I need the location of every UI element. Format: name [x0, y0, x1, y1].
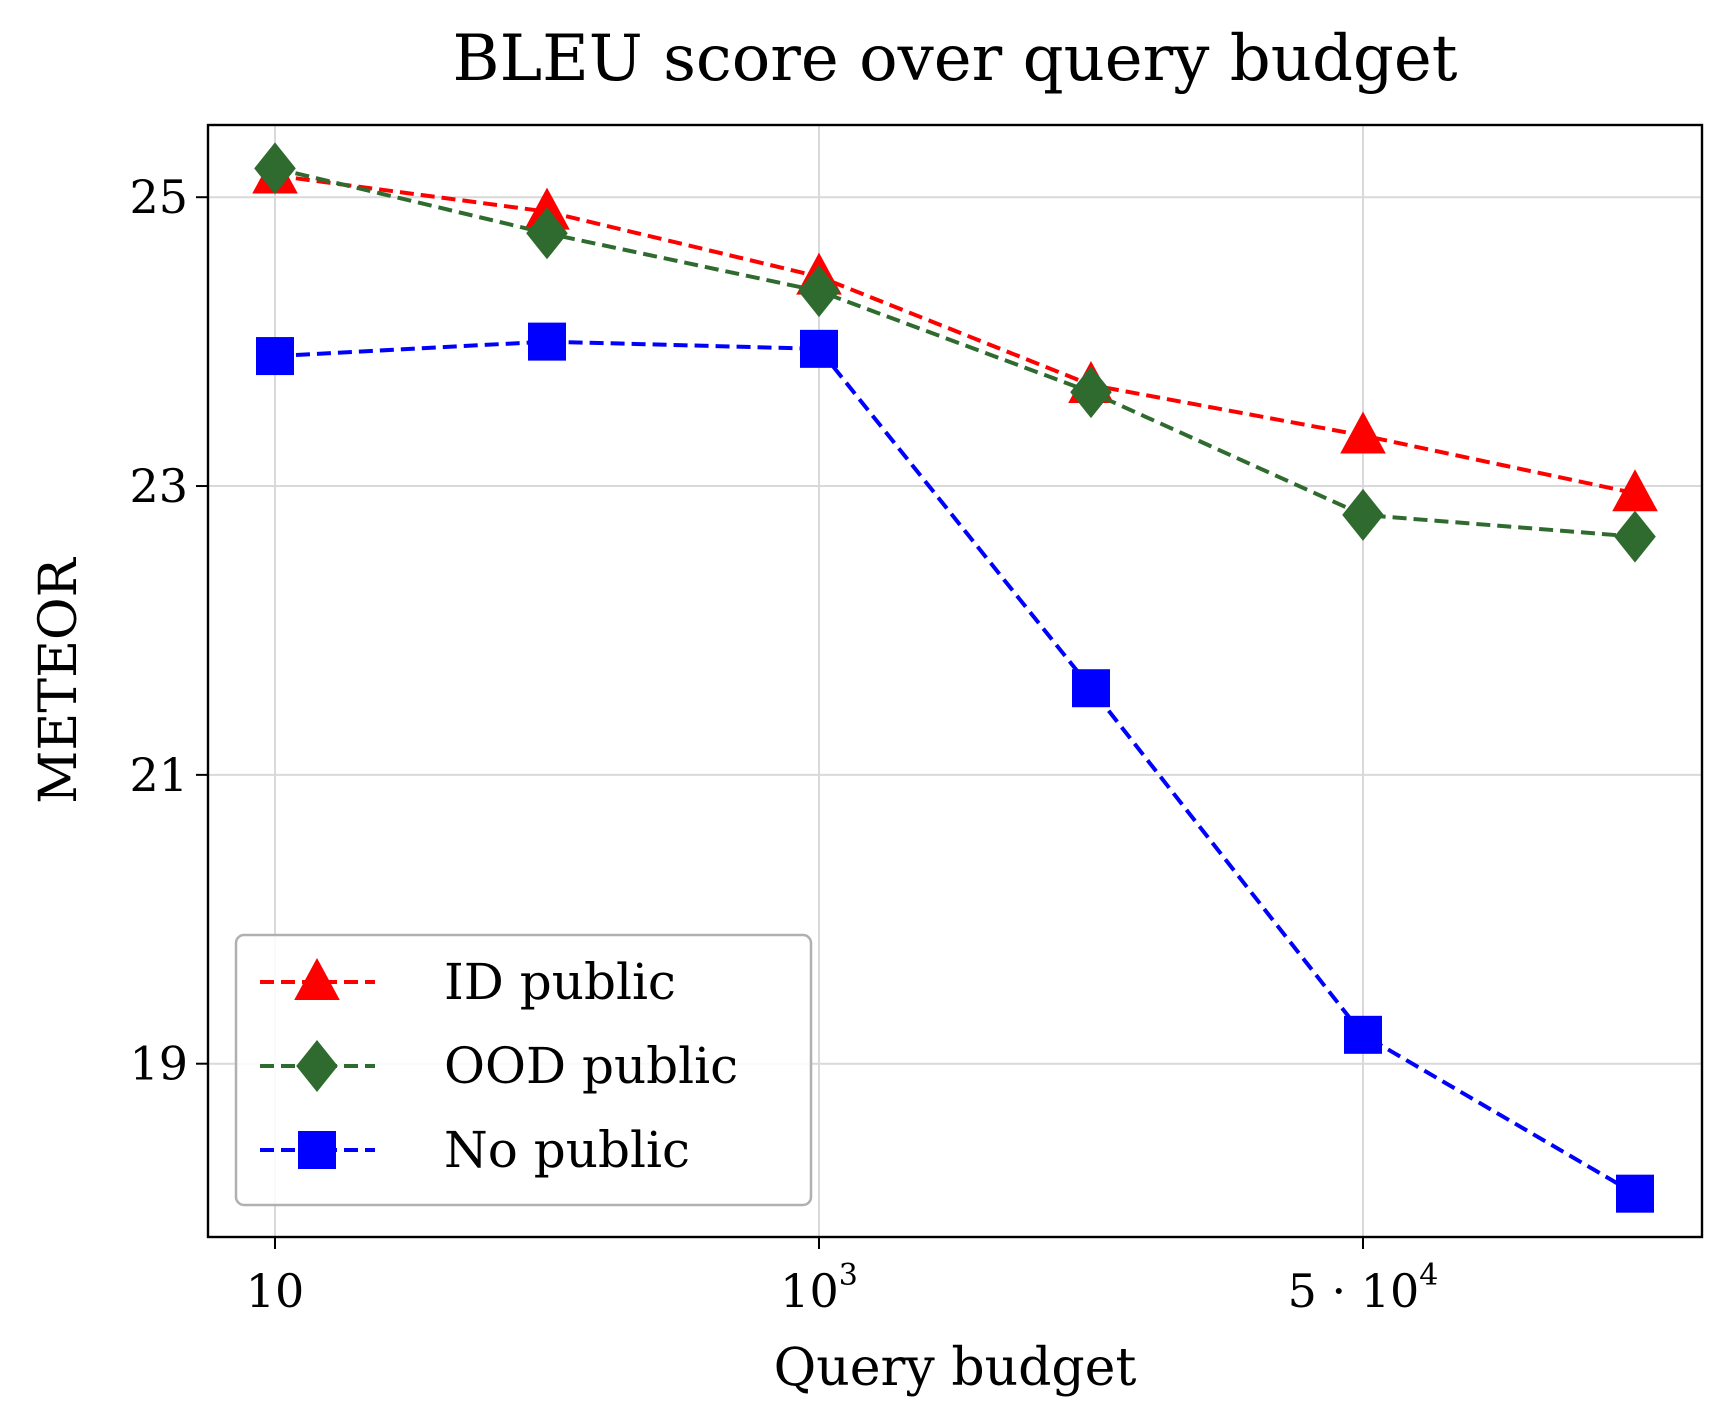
- legend-label: OOD public: [444, 1037, 738, 1095]
- y-tick-label: 23: [129, 459, 188, 513]
- legend-label: ID public: [444, 953, 676, 1011]
- data-point-triangle: [1612, 469, 1658, 512]
- x-axis-label: Query budget: [774, 1338, 1137, 1398]
- data-point-diamond: [1070, 366, 1112, 419]
- data-point-square: [800, 329, 838, 368]
- data-point-diamond: [798, 265, 840, 318]
- series-line: [274, 166, 1636, 539]
- y-tick-label: 21: [129, 748, 188, 802]
- legend-entry: OOD public: [260, 1037, 738, 1095]
- y-axis-ticks: 19 21 23 25: [129, 170, 208, 1091]
- legend-entry: No public: [260, 1121, 690, 1179]
- series-line: [274, 173, 1636, 496]
- data-point-square: [528, 322, 566, 361]
- legend-box: [234, 933, 813, 1207]
- chart-title: BLEU score over query budget: [453, 22, 1458, 96]
- data-point-diamond: [254, 142, 296, 195]
- legend-entry: ID public: [260, 953, 676, 1011]
- x-axis-ticks: 10 103 5 · 104: [246, 1237, 1439, 1318]
- data-point-diamond: [1342, 488, 1384, 541]
- y-axis-label: METEOR: [29, 556, 89, 803]
- series-no-public: [256, 322, 1654, 1213]
- series-layer: [252, 142, 1658, 1213]
- data-point-square: [1616, 1174, 1654, 1213]
- plot-area-frame: [206, 123, 1704, 1239]
- data-point-diamond: [1614, 510, 1656, 563]
- y-tick-label: 19: [129, 1037, 188, 1091]
- y-tick-label: 25: [129, 170, 188, 224]
- data-point-diamond: [526, 207, 568, 260]
- legend-marker-square: [298, 1131, 336, 1169]
- legend-marker-diamond: [296, 1040, 338, 1092]
- series-id-public: [252, 151, 1658, 512]
- legend-label: No public: [444, 1121, 690, 1179]
- legend: ID public OOD public No public: [234, 933, 813, 1207]
- series-line: [274, 339, 1637, 1196]
- data-point-square: [256, 337, 294, 376]
- data-point-triangle: [1340, 411, 1386, 454]
- legend-marker-triangle: [294, 958, 340, 1000]
- x-tick-label: 10: [246, 1264, 305, 1318]
- series-ood-public: [254, 142, 1656, 563]
- data-point-square: [1072, 669, 1110, 708]
- data-point-square: [1344, 1015, 1382, 1054]
- x-tick-label: 103: [780, 1258, 858, 1318]
- x-tick-label: 5 · 104: [1288, 1258, 1439, 1318]
